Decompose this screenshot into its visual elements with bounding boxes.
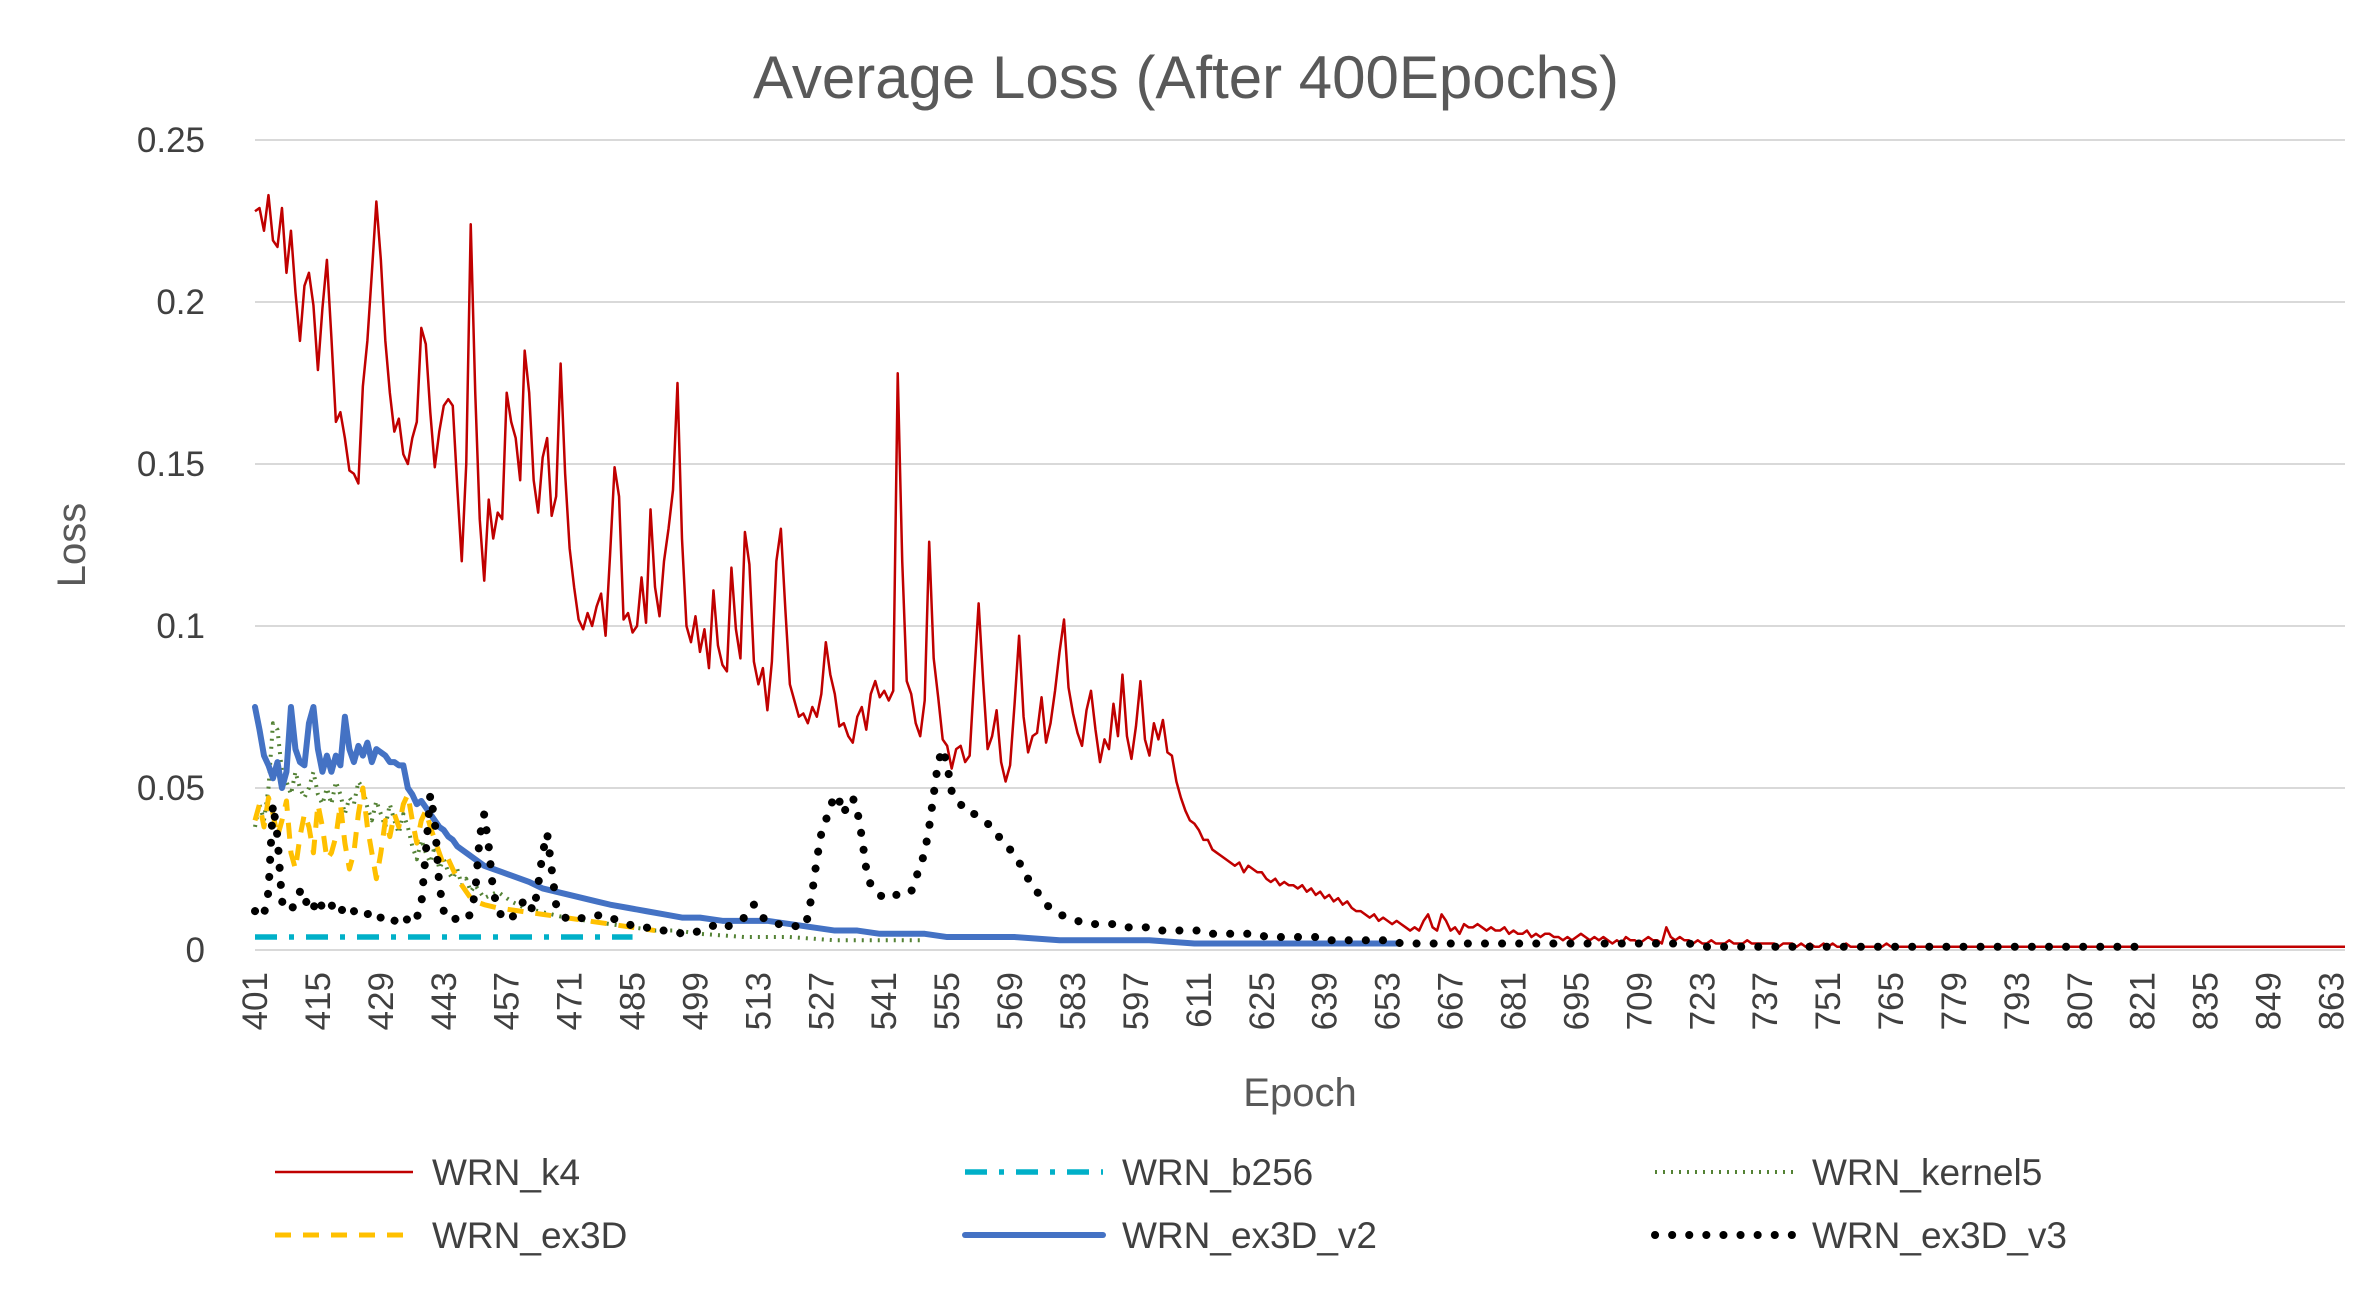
x-tick-label: 723 <box>1683 972 1722 1030</box>
legend-item-wrn-kernel5: WRN_kernel5 <box>1655 1152 2042 1193</box>
y-tick-label: 0 <box>186 931 205 970</box>
legend-item-wrn-ex3d: WRN_ex3D <box>275 1215 627 1256</box>
x-tick-label: 541 <box>865 972 904 1030</box>
x-axis-label: Epoch <box>1243 1071 1356 1115</box>
x-tick-label: 443 <box>425 972 464 1030</box>
series-line-wrn-k4 <box>254 193 2345 949</box>
legend-label: WRN_ex3D_v3 <box>1812 1215 2067 1256</box>
x-tick-label: 611 <box>1180 972 1219 1028</box>
x-tick-label: 653 <box>1369 972 1408 1030</box>
x-tick-label: 499 <box>676 972 715 1030</box>
x-tick-label: 527 <box>802 972 841 1030</box>
x-tick-label: 667 <box>1432 972 1471 1030</box>
y-tick-label: 0.15 <box>137 445 205 484</box>
legend-label: WRN_ex3D <box>432 1215 627 1256</box>
x-tick-label: 457 <box>488 972 527 1030</box>
x-tick-label: 807 <box>2061 972 2100 1030</box>
x-tick-label: 569 <box>991 972 1030 1030</box>
x-tick-label: 751 <box>1809 972 1848 1030</box>
legend-label: WRN_kernel5 <box>1812 1152 2042 1193</box>
x-tick-label: 765 <box>1872 972 1911 1030</box>
x-axis-ticks: 401 415 429 443 457 471 485 499 513 527 541 555 569 5… <box>236 972 2352 1030</box>
x-tick-label: 471 <box>551 972 590 1030</box>
legend-item-wrn-b256: WRN_b256 <box>965 1152 1313 1193</box>
x-tick-label: 695 <box>1557 972 1596 1030</box>
y-tick-label: 0.05 <box>137 769 205 808</box>
x-tick-label: 849 <box>2250 972 2289 1030</box>
legend-item-wrn-ex3d-v3: WRN_ex3D_v3 <box>1651 1215 2067 1256</box>
x-tick-label: 401 <box>236 972 275 1030</box>
legend-item-wrn-ex3d-v2: WRN_ex3D_v2 <box>962 1215 1377 1256</box>
x-tick-label: 821 <box>2124 972 2163 1030</box>
chart-title: Average Loss (After 400Epochs) <box>753 44 1619 111</box>
x-tick-label: 779 <box>1935 972 1974 1030</box>
series-line-wrn-ex3d-v3 <box>251 745 2152 951</box>
x-tick-label: 555 <box>928 972 967 1030</box>
x-tick-label: 793 <box>1998 972 2037 1030</box>
legend-label: WRN_ex3D_v2 <box>1122 1215 1377 1256</box>
y-axis-ticks: 0 0.05 0.1 0.15 0.2 0.25 <box>137 121 205 970</box>
series-line-wrn-ex3d-v2 <box>252 704 1400 947</box>
x-tick-label: 835 <box>2187 972 2226 1030</box>
y-tick-label: 0.2 <box>156 283 205 322</box>
y-axis-label: Loss <box>50 503 94 588</box>
x-tick-label: 415 <box>299 972 338 1030</box>
x-tick-label: 485 <box>614 972 653 1030</box>
legend-label: WRN_k4 <box>432 1152 580 1193</box>
y-tick-label: 0.25 <box>137 121 205 160</box>
x-tick-label: 737 <box>1746 972 1785 1030</box>
y-tick-label: 0.1 <box>156 607 205 646</box>
legend: WRN_k4 WRN_b256 WRN_kernel5 WRN_ex3D WRN_ex3… <box>275 1152 2067 1256</box>
series-line-wrn-kernel5 <box>253 721 925 943</box>
x-tick-label: 513 <box>739 972 778 1030</box>
x-tick-label: 625 <box>1243 972 1282 1030</box>
legend-label: WRN_b256 <box>1122 1152 1313 1193</box>
series-line-wrn-ex3d <box>252 785 656 934</box>
x-tick-label: 709 <box>1620 972 1659 1030</box>
series-layer <box>251 193 2345 951</box>
x-tick-label: 863 <box>2313 972 2352 1030</box>
legend-item-wrn-k4: WRN_k4 <box>275 1152 580 1193</box>
x-tick-label: 597 <box>1117 972 1156 1030</box>
x-tick-label: 583 <box>1054 972 1093 1030</box>
x-tick-label: 429 <box>362 972 401 1030</box>
x-tick-label: 681 <box>1494 972 1533 1030</box>
x-tick-label: 639 <box>1306 972 1345 1030</box>
